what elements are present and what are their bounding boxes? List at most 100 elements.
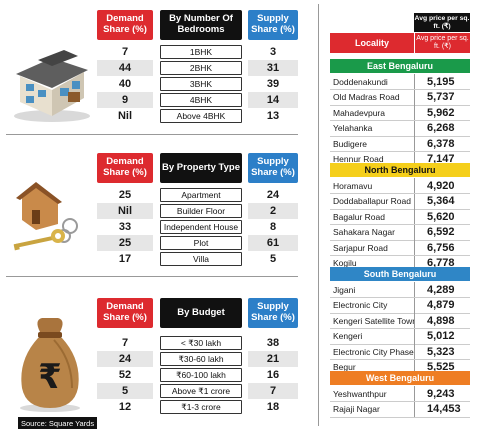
table-row: 40 3BHK 39 (97, 76, 298, 92)
table-row: Electronic City 4,879 (330, 297, 470, 314)
locality-name: Hennur Road (333, 154, 384, 164)
table-row: 24 ₹30-60 lakh 21 (97, 351, 298, 367)
price-value: 5,364 (414, 193, 470, 209)
locality-name: Horamavu (333, 180, 373, 191)
supply-value: 21 (248, 351, 298, 367)
supply-value: 3 (269, 46, 277, 58)
table-row: Mahadevpura 5,962 (330, 105, 470, 121)
table-row: Yelahanka 6,268 (330, 120, 470, 137)
table-row: 25 Apartment 24 (97, 187, 298, 203)
supply-value: 18 (266, 401, 280, 413)
locality-name: Begur (333, 362, 356, 372)
supply-value: 16 (266, 369, 280, 381)
table-row: Old Madras Road 5,737 (330, 89, 470, 106)
demand-value: 12 (118, 401, 132, 413)
table-row: Electronic City Phase I 5,323 (330, 344, 470, 360)
table-row: 7 1BHK 3 (97, 44, 298, 60)
table-row: Kengeri 5,012 (330, 328, 470, 345)
table-row: Kengeri Satellite Town 4,898 (330, 313, 470, 329)
locality-name: Yeshwanthpur (333, 388, 387, 399)
table-row: Sarjapur Road 6,756 (330, 240, 470, 256)
price-value: 14,453 (414, 401, 470, 417)
demand-value: 40 (118, 78, 132, 90)
source-label: Source: Square Yards (18, 417, 98, 429)
category-label: 4BHK (160, 93, 242, 107)
divider (6, 276, 298, 277)
supply-value: 14 (248, 92, 298, 108)
category-label: Above ₹1 crore (160, 384, 242, 398)
table-row: Nil Above 4BHK 13 (97, 108, 298, 124)
table-row: Jigani 4,289 (330, 282, 470, 298)
zone-header: South Bengaluru (330, 267, 470, 281)
price-value: 4,898 (414, 313, 470, 328)
table-row: Sahakara Nagar 6,592 (330, 224, 470, 241)
supply-value: 38 (266, 337, 280, 349)
category-label: Independent House (160, 220, 242, 234)
price-value: 5,962 (414, 105, 470, 120)
table-row: 44 2BHK 31 (97, 60, 298, 76)
demand-value: 7 (121, 337, 129, 349)
category-label: Villa (160, 252, 242, 266)
supply-value: 31 (248, 60, 298, 76)
table-row: Doddaballapur Road 5,364 (330, 193, 470, 210)
demand-value: 24 (97, 351, 153, 367)
demand-header: Demand Share (%) (97, 298, 153, 328)
table-row: 5 Above ₹1 crore 7 (97, 383, 298, 399)
price-header-small: Avg price per sq. ft. (₹) (414, 13, 470, 32)
supply-value: 5 (269, 253, 277, 265)
category-label: 3BHK (160, 77, 242, 91)
locality-name: Jigani (333, 284, 356, 295)
price-value: 7,147 (414, 151, 470, 167)
locality-name: Kengeri Satellite Town (333, 315, 414, 326)
price-value: 6,378 (414, 136, 470, 151)
price-value: 6,268 (414, 120, 470, 136)
category-header: By Budget (160, 298, 242, 328)
price-value: 4,920 (414, 178, 470, 193)
price-value: 6,778 (414, 255, 470, 271)
demand-value: 17 (118, 253, 132, 265)
demand-value: 33 (118, 221, 132, 233)
demand-value: 25 (118, 189, 132, 201)
locality-name: Rajaji Nagar (333, 404, 380, 414)
locality-name: Sahakara Nagar (333, 227, 395, 237)
table-row: 17 Villa 5 (97, 251, 298, 267)
panel-divider (318, 4, 319, 426)
price-value: 5,737 (414, 89, 470, 105)
price-value: 4,289 (414, 282, 470, 297)
price-header: Avg price per sq. ft. (₹) (414, 33, 470, 53)
supply-value: 8 (269, 221, 277, 233)
price-value: 9,243 (414, 386, 470, 401)
money-bag-icon: ₹ (20, 318, 80, 412)
category-label: 1BHK (160, 45, 242, 59)
table-row: 9 4BHK 14 (97, 92, 298, 108)
supply-value: 24 (266, 189, 280, 201)
category-label: < ₹30 lakh (160, 336, 242, 350)
locality-name: Electronic City (333, 300, 388, 310)
table-row: 7 < ₹30 lakh 38 (97, 335, 298, 351)
house-model-icon (14, 50, 90, 122)
demand-value: 25 (97, 235, 153, 251)
price-value: 5,620 (414, 209, 470, 224)
demand-header: Demand Share (%) (97, 10, 153, 40)
price-value: 5,195 (414, 74, 470, 89)
locality-name: Doddaballapur Road (333, 196, 411, 206)
table-row: Budigere 6,378 (330, 136, 470, 152)
zone-header: West Bengaluru (330, 371, 470, 385)
table-row: 25 Plot 61 (97, 235, 298, 251)
supply-value: 2 (248, 203, 298, 219)
demand-value: 5 (97, 383, 153, 399)
locality-name: Kengeri (333, 331, 363, 341)
price-value: 6,756 (414, 240, 470, 255)
table-row: 33 Independent House 8 (97, 219, 298, 235)
supply-value: 39 (266, 78, 280, 90)
category-label: 2BHK (160, 61, 242, 75)
divider (6, 134, 298, 135)
category-label: Apartment (160, 188, 242, 202)
price-value: 5,323 (414, 344, 470, 359)
price-value: 6,592 (414, 224, 470, 240)
svg-text:₹: ₹ (38, 357, 62, 397)
price-header-bar: Locality Avg price per sq. ft. (₹) (330, 33, 470, 53)
table-row: Rajaji Nagar 14,453 (330, 401, 470, 418)
locality-name: Bagalur Road (333, 211, 385, 222)
demand-value: 44 (97, 60, 153, 76)
